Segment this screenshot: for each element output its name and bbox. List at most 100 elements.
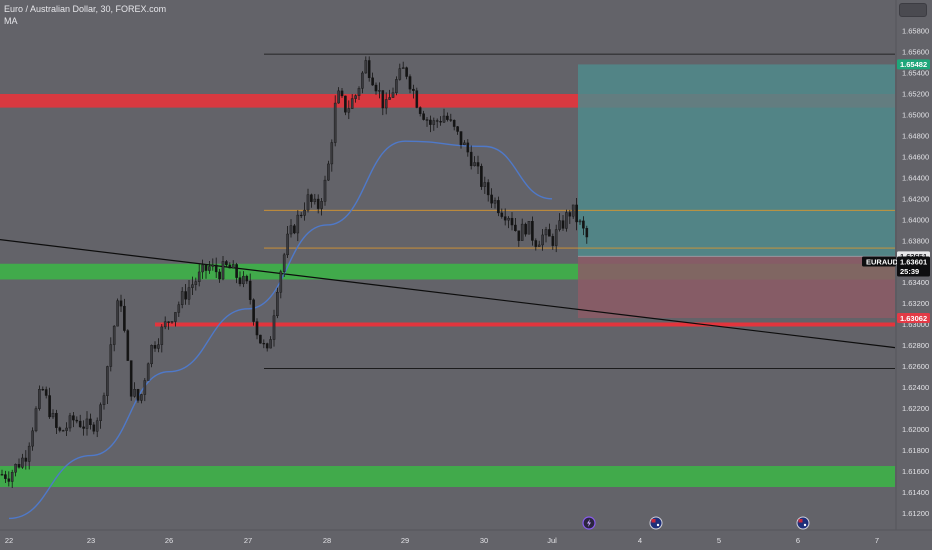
time-tick-label: 7 bbox=[875, 536, 879, 545]
time-axis[interactable]: 22 23 26 27 28 29 30 Jul 4 5 6 7 bbox=[0, 529, 932, 545]
symbol-tag: EURAUD bbox=[866, 257, 899, 266]
candle-body bbox=[425, 119, 429, 121]
flag-icon-circle bbox=[796, 516, 810, 530]
candle-body bbox=[51, 412, 55, 418]
flash-icon[interactable] bbox=[582, 516, 596, 530]
candle-body bbox=[44, 389, 48, 396]
price-tick-label: 1.62200 bbox=[902, 404, 929, 413]
candle-body bbox=[27, 445, 31, 462]
candle-body bbox=[133, 389, 136, 397]
candle-body bbox=[208, 266, 211, 271]
candle-body bbox=[503, 216, 507, 221]
candle-body bbox=[89, 418, 92, 426]
australia-flag-icon[interactable] bbox=[796, 516, 810, 530]
candle-body bbox=[245, 275, 249, 282]
candle-body bbox=[350, 98, 354, 109]
price-tick-label: 1.65000 bbox=[902, 111, 929, 120]
candle-body bbox=[17, 463, 21, 468]
price-tick-label: 1.65400 bbox=[902, 69, 929, 78]
candle-body bbox=[561, 220, 565, 229]
candle-body bbox=[252, 299, 255, 322]
candle-body bbox=[354, 95, 357, 99]
chart-settings-button[interactable] bbox=[899, 3, 927, 17]
time-tick-label: Jul bbox=[547, 536, 557, 545]
candle-body bbox=[531, 221, 534, 241]
candle-body bbox=[150, 345, 153, 365]
lines-layer bbox=[0, 53, 896, 369]
target-zone bbox=[578, 64, 895, 257]
candle-body bbox=[140, 394, 143, 401]
candle-body bbox=[575, 204, 578, 223]
price-tick-label: 1.61800 bbox=[902, 446, 929, 455]
flag-icon-star bbox=[656, 523, 660, 527]
candle-body bbox=[153, 345, 157, 349]
candle-body bbox=[527, 221, 531, 235]
price-tick-label: 1.65800 bbox=[902, 27, 929, 36]
candle-body bbox=[435, 120, 439, 122]
candle-body bbox=[442, 115, 446, 123]
candle-body bbox=[269, 339, 272, 349]
candle-body bbox=[143, 380, 147, 395]
candle-body bbox=[65, 427, 68, 431]
candle-body bbox=[585, 228, 589, 238]
candle-body bbox=[316, 198, 320, 209]
candle-body bbox=[48, 395, 51, 418]
candle-body bbox=[255, 321, 259, 336]
price-tick-label: 1.61400 bbox=[902, 488, 929, 497]
candles-layer bbox=[0, 56, 589, 489]
candle-body bbox=[449, 119, 453, 121]
candle-body bbox=[211, 264, 215, 267]
candle-body bbox=[337, 90, 340, 104]
candle-body bbox=[544, 229, 548, 236]
candle-body bbox=[262, 343, 266, 345]
candle-body bbox=[99, 404, 102, 421]
candle-body bbox=[119, 300, 123, 307]
price-tick-label: 1.64000 bbox=[902, 215, 929, 224]
time-tick-label: 6 bbox=[796, 536, 800, 545]
candle-body bbox=[167, 321, 170, 323]
price-tick-label: 1.61600 bbox=[902, 467, 929, 476]
candle-body bbox=[177, 304, 181, 313]
candle-body bbox=[303, 209, 306, 216]
candle-body bbox=[412, 88, 415, 91]
candle-body bbox=[157, 344, 160, 349]
candle-body bbox=[92, 424, 96, 432]
trendline bbox=[0, 239, 896, 349]
candle-body bbox=[313, 198, 317, 202]
time-tick-label: 30 bbox=[480, 536, 488, 545]
candle-body bbox=[320, 201, 323, 209]
candle-body bbox=[279, 271, 283, 293]
flag-icon-star bbox=[803, 523, 807, 527]
candle-body bbox=[38, 389, 41, 409]
candle-body bbox=[214, 264, 218, 273]
flag-icon-union bbox=[651, 519, 656, 523]
price-tick-label: 1.62400 bbox=[902, 383, 929, 392]
candle-body bbox=[4, 474, 7, 479]
candle-body bbox=[480, 165, 483, 187]
candle-body bbox=[378, 90, 381, 92]
candle-body bbox=[7, 478, 11, 482]
candle-body bbox=[180, 291, 184, 305]
candle-body bbox=[218, 271, 221, 280]
candle-body bbox=[21, 457, 24, 468]
stop-price-tag: 1.63062 bbox=[900, 314, 927, 323]
candle-body bbox=[534, 240, 538, 247]
price-tick-label: 1.63200 bbox=[902, 299, 929, 308]
event-markers[interactable] bbox=[582, 516, 810, 530]
price-tick-label: 1.62800 bbox=[902, 341, 929, 350]
ma-indicator-label[interactable]: MA bbox=[4, 16, 18, 26]
candle-body bbox=[551, 236, 555, 246]
candle-body bbox=[432, 120, 436, 125]
candle-body bbox=[456, 126, 459, 132]
countdown-tag: 25:39 bbox=[900, 267, 919, 276]
australia-flag-icon[interactable] bbox=[649, 516, 663, 530]
candle-body bbox=[459, 131, 463, 146]
candle-body bbox=[112, 325, 116, 345]
price-tick-label: 1.65600 bbox=[902, 48, 929, 57]
candle-body bbox=[259, 334, 262, 344]
candle-body bbox=[381, 90, 385, 109]
candle-body bbox=[493, 200, 497, 204]
candle-body bbox=[238, 277, 242, 285]
